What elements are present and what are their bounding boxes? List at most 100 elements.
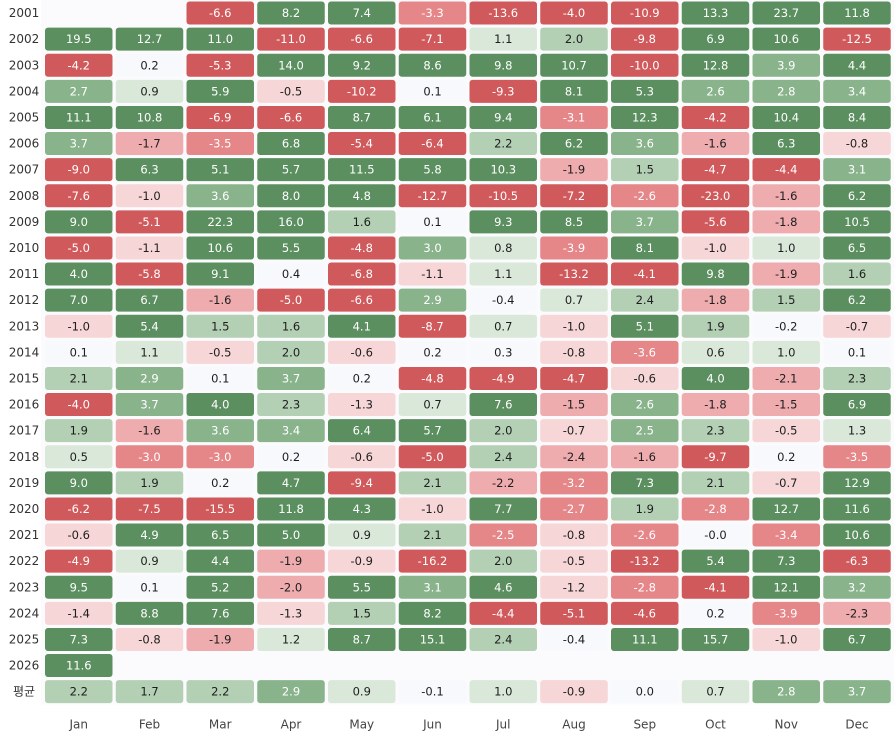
heatmap-cell: 2.1 bbox=[398, 471, 467, 495]
cell-value: 0.1 bbox=[848, 345, 866, 359]
cell-value: -9.4 bbox=[351, 476, 373, 490]
cell-value: 1.6 bbox=[282, 319, 300, 333]
heatmap-cell: 5.1 bbox=[186, 158, 254, 182]
cell-background bbox=[45, 184, 113, 208]
heatmap-cell: -4.0 bbox=[540, 1, 608, 25]
cell-background bbox=[752, 210, 820, 234]
cell-background bbox=[115, 314, 184, 338]
column-label: Nov bbox=[775, 718, 798, 732]
cell-background bbox=[115, 419, 184, 443]
cell-background bbox=[45, 419, 113, 443]
cell-value: -0.5 bbox=[280, 84, 302, 98]
cell-background bbox=[752, 627, 820, 651]
heatmap-cell: -2.7 bbox=[540, 497, 608, 521]
cell-background bbox=[257, 393, 325, 417]
cell-value: -3.0 bbox=[138, 450, 160, 464]
cell-background bbox=[328, 445, 396, 469]
heatmap-cell: 5.5 bbox=[328, 575, 396, 599]
cell-background bbox=[681, 549, 750, 573]
cell-background bbox=[257, 471, 325, 495]
heatmap-cell: 10.6 bbox=[823, 523, 891, 547]
cell-value: 5.7 bbox=[423, 424, 441, 438]
heatmap-cell: -1.9 bbox=[540, 158, 608, 182]
cell-background bbox=[752, 549, 820, 573]
heatmap-cell: 10.6 bbox=[186, 236, 254, 260]
cell-value: 5.1 bbox=[211, 163, 229, 177]
cell-background bbox=[328, 393, 396, 417]
heatmap-cell: -5.0 bbox=[398, 445, 467, 469]
cell-background bbox=[398, 105, 467, 129]
heatmap-cell: 8.7 bbox=[328, 105, 396, 129]
cell-background bbox=[823, 262, 891, 286]
heatmap-cell: 2.0 bbox=[540, 27, 608, 51]
cell-background bbox=[115, 393, 184, 417]
cell-value: 8.1 bbox=[636, 241, 654, 255]
heatmap-cell: -1.7 bbox=[115, 132, 184, 156]
heatmap-cell: -9.7 bbox=[681, 445, 750, 469]
cell-value: 6.2 bbox=[848, 189, 866, 203]
cell-value: -13.2 bbox=[630, 554, 660, 568]
cell-value: -7.5 bbox=[138, 502, 160, 516]
heatmap-cell: 6.9 bbox=[681, 27, 750, 51]
cell-background bbox=[115, 210, 184, 234]
heatmap-cell: 7.6 bbox=[186, 601, 254, 625]
heatmap-cell: 0.0 bbox=[611, 680, 679, 704]
heatmap-cell: 2.8 bbox=[752, 680, 820, 704]
heatmap-cell: -3.9 bbox=[540, 236, 608, 260]
cell-background bbox=[823, 366, 891, 390]
cell-value: 1.1 bbox=[140, 345, 158, 359]
cell-background bbox=[611, 314, 679, 338]
heatmap-cell: -3.0 bbox=[186, 445, 254, 469]
cell-background bbox=[45, 654, 113, 678]
cell-value: -8.7 bbox=[421, 319, 443, 333]
cell-value: -3.5 bbox=[209, 137, 231, 151]
heatmap-cell: 2.1 bbox=[681, 471, 750, 495]
cell-background bbox=[115, 288, 184, 312]
cell-value: -11.0 bbox=[276, 32, 306, 46]
cell-background bbox=[823, 236, 891, 260]
heatmap-cell: 2.9 bbox=[257, 680, 325, 704]
cell-value: 0.7 bbox=[423, 398, 441, 412]
cell-background bbox=[611, 471, 679, 495]
row-label: 2017 bbox=[9, 424, 40, 438]
cell-background bbox=[469, 53, 537, 77]
cell-background bbox=[752, 419, 820, 443]
cell-background bbox=[681, 314, 750, 338]
cell-background bbox=[823, 680, 891, 704]
heatmap-cell: -4.2 bbox=[681, 105, 750, 129]
cell-background bbox=[45, 366, 113, 390]
cell-value: -0.4 bbox=[492, 293, 514, 307]
cell-background bbox=[328, 366, 396, 390]
cell-background bbox=[257, 236, 325, 260]
row-label: 2026 bbox=[9, 659, 40, 673]
cell-value: 2.9 bbox=[140, 371, 158, 385]
cell-value: 1.9 bbox=[140, 476, 158, 490]
cell-background bbox=[540, 445, 608, 469]
cell-value: -1.5 bbox=[563, 398, 585, 412]
heatmap-cell: -1.8 bbox=[681, 393, 750, 417]
cell-value: -0.8 bbox=[563, 528, 585, 542]
cell-background bbox=[328, 627, 396, 651]
heatmap-cell: 7.3 bbox=[752, 549, 820, 573]
heatmap-cell: 0.9 bbox=[115, 549, 184, 573]
cell-value: 9.8 bbox=[494, 58, 512, 72]
cell-value: -0.0 bbox=[704, 528, 726, 542]
heatmap-cell: -2.5 bbox=[469, 523, 537, 547]
cell-background bbox=[823, 419, 891, 443]
heatmap-cell: 8.2 bbox=[398, 601, 467, 625]
heatmap-cell: 0.3 bbox=[469, 340, 537, 364]
cell-value: -3.2 bbox=[563, 476, 585, 490]
heatmap-cell: -3.6 bbox=[611, 340, 679, 364]
cell-background bbox=[540, 132, 608, 156]
heatmap-cell: 3.7 bbox=[45, 132, 113, 156]
cell-value: -5.6 bbox=[704, 215, 726, 229]
cell-background bbox=[328, 210, 396, 234]
cell-value: -4.7 bbox=[563, 371, 585, 385]
row-label: 2020 bbox=[9, 502, 40, 516]
cell-background bbox=[611, 79, 679, 103]
cell-value: 5.5 bbox=[353, 580, 371, 594]
cell-background bbox=[823, 601, 891, 625]
cell-value: 15.1 bbox=[420, 632, 446, 646]
cell-value: 8.7 bbox=[353, 632, 371, 646]
